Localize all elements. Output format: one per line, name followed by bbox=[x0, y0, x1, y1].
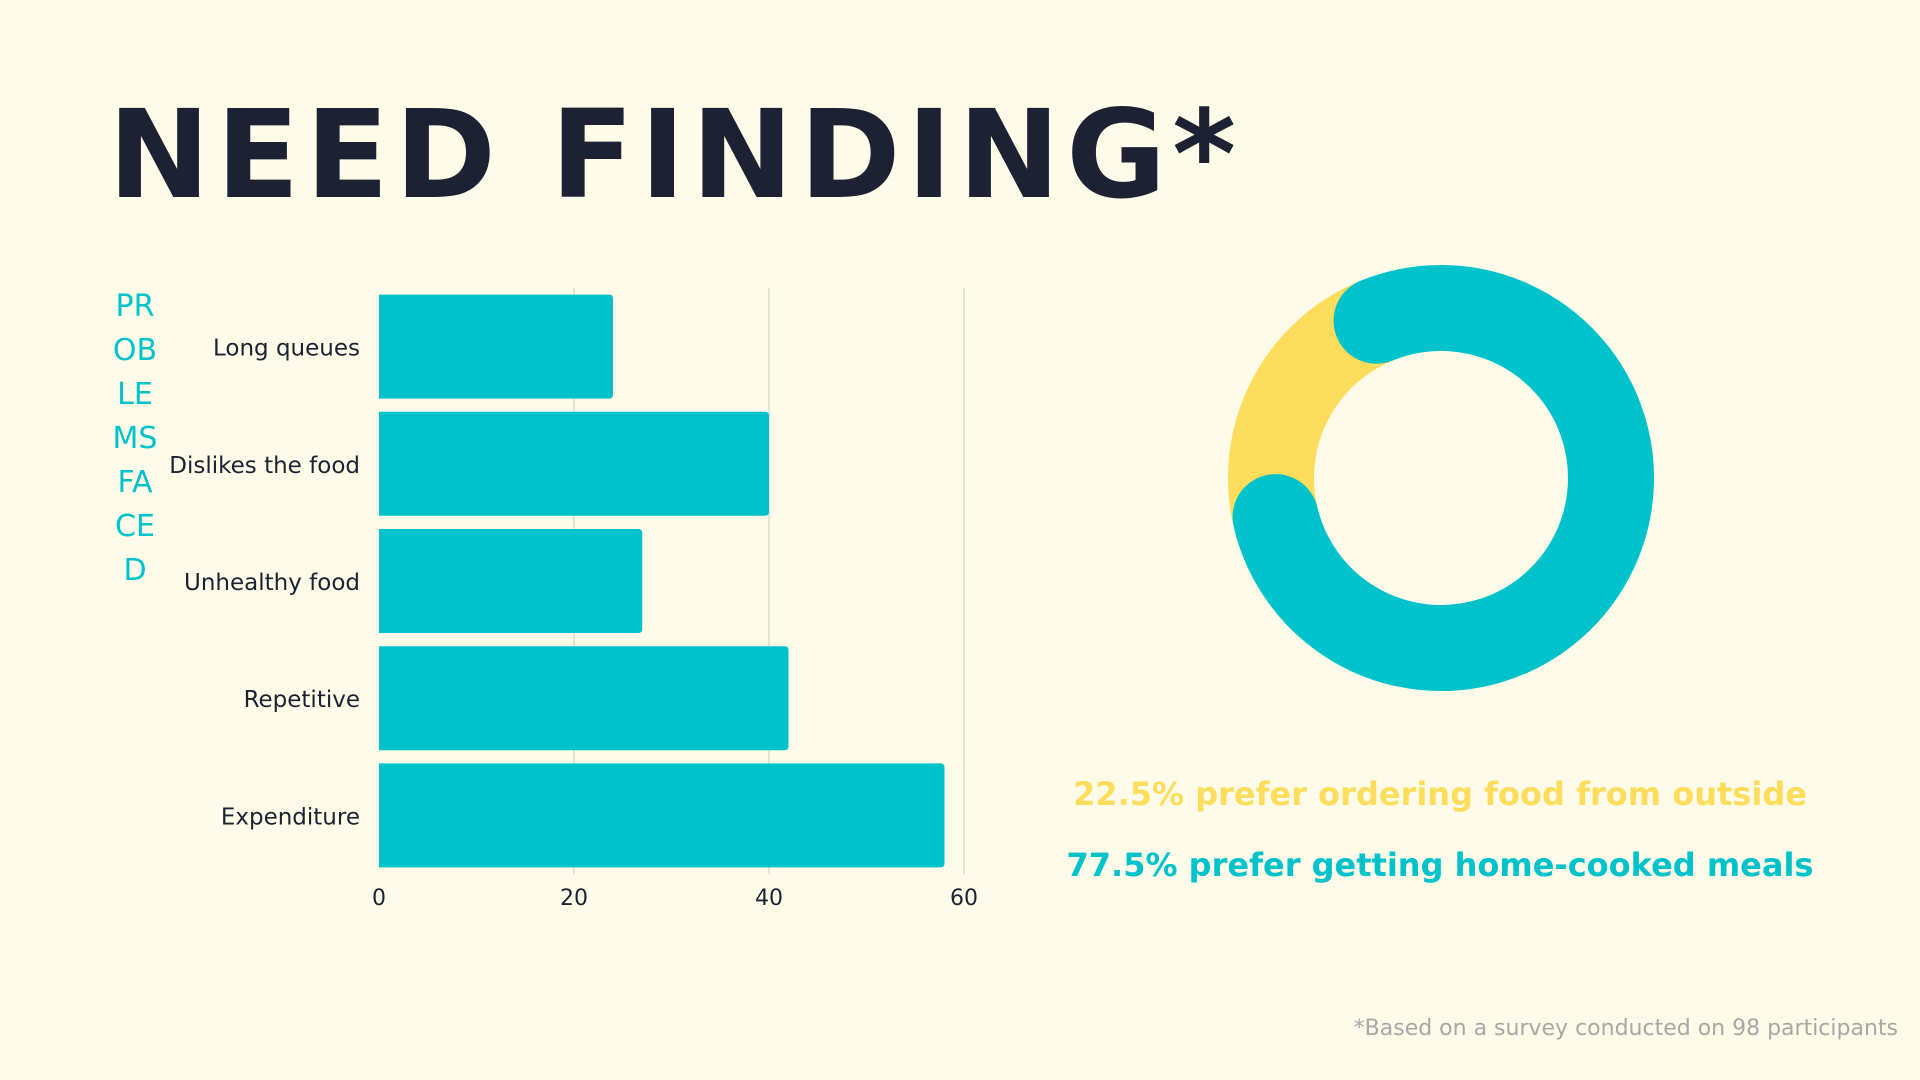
category-label: Unhealthy food bbox=[184, 570, 360, 596]
category-label: Repetitive bbox=[244, 687, 360, 713]
bar-dislikes-the-food bbox=[379, 411, 769, 516]
home-cooked-caption: 77.5% prefer getting home-cooked meals bbox=[1066, 846, 1814, 884]
category-label: Dislikes the food bbox=[169, 453, 360, 479]
x-tick-label: 40 bbox=[755, 886, 783, 911]
donut-slice-home-cooked bbox=[1232, 265, 1654, 691]
problems-bar-chart: Long queues Dislikes the food Unhealthy fo… bbox=[169, 288, 978, 911]
survey-footnote: *Based on a survey conducted on 98 parti… bbox=[1353, 1016, 1898, 1041]
category-label: Expenditure bbox=[221, 804, 360, 830]
category-label: Long queues bbox=[213, 336, 360, 362]
x-tick-label: 60 bbox=[950, 886, 978, 911]
preference-donut-chart bbox=[1228, 265, 1654, 691]
x-tick-label: 0 bbox=[372, 886, 386, 911]
page-title: NEED FINDING* bbox=[108, 84, 1243, 226]
bar-long-queues bbox=[379, 294, 613, 399]
bar-repetitive bbox=[379, 646, 789, 751]
bar-unhealthy-food bbox=[379, 529, 643, 633]
x-tick-label: 20 bbox=[560, 886, 588, 911]
problems-faced-label: PROBLEMS FACED bbox=[112, 289, 168, 588]
outside-food-caption: 22.5% prefer ordering food from outside bbox=[1073, 775, 1807, 813]
bar-expenditure bbox=[379, 763, 945, 868]
